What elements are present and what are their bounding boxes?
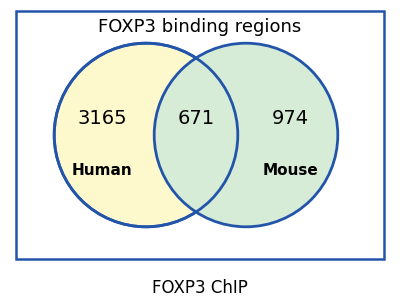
Text: FOXP3 binding regions: FOXP3 binding regions [98,18,302,36]
Text: 3165: 3165 [77,109,127,128]
Text: 974: 974 [272,109,308,128]
Ellipse shape [54,43,238,227]
Ellipse shape [154,43,338,227]
FancyBboxPatch shape [16,11,384,259]
Text: 671: 671 [178,109,214,128]
Text: FOXP3 ChIP: FOXP3 ChIP [152,279,248,297]
Text: Mouse: Mouse [262,163,318,178]
Text: Human: Human [72,163,132,178]
